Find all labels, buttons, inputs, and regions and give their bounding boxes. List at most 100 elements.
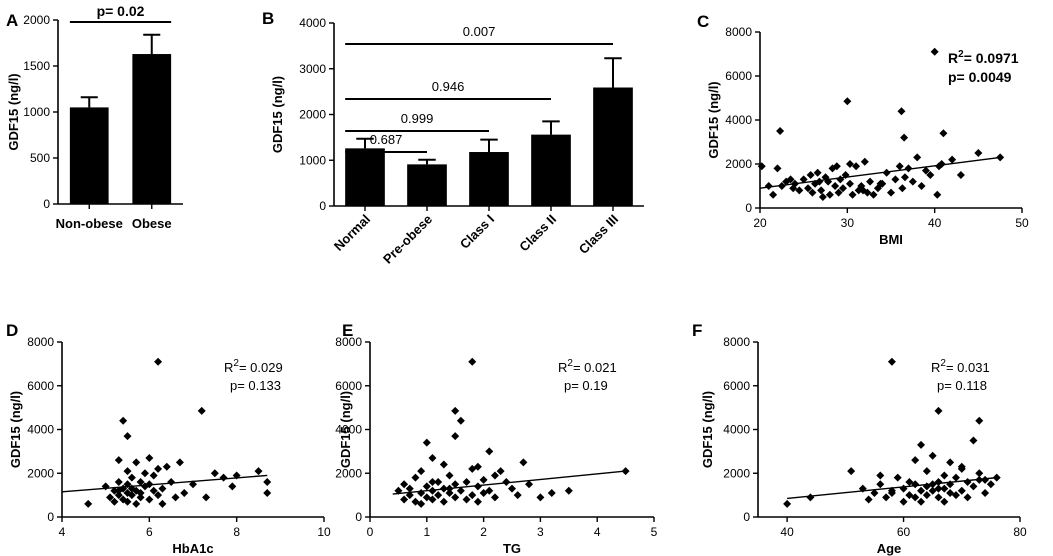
y-axis-title: GDF15 (ng/l) — [706, 81, 721, 158]
x-tick-label: 50 — [1015, 216, 1029, 230]
y-tick-label: 0 — [43, 197, 50, 211]
data-point — [858, 484, 867, 493]
data-point — [417, 488, 426, 497]
y-axis-title: GDF15 (ng/l) — [6, 73, 21, 150]
data-point — [445, 488, 454, 497]
data-point — [933, 190, 942, 199]
data-point — [806, 171, 815, 179]
data-point — [921, 166, 930, 175]
data-point — [934, 493, 943, 502]
data-point — [136, 493, 145, 502]
y-tick-label: 6000 — [725, 69, 752, 83]
data-point — [417, 467, 426, 476]
data-point — [808, 188, 817, 197]
data-point — [956, 171, 965, 179]
data-point — [806, 493, 815, 502]
x-axis-title: TG — [503, 541, 521, 556]
data-point — [975, 469, 984, 478]
y-tick-label: 8000 — [725, 25, 752, 39]
data-point — [911, 480, 920, 489]
data-point — [948, 155, 957, 164]
data-point — [263, 478, 272, 486]
data-point — [180, 488, 189, 497]
data-point — [123, 497, 132, 506]
data-point — [154, 491, 163, 500]
y-axis-title: GDF15 (ng/l) — [8, 391, 23, 468]
data-point — [132, 458, 141, 467]
data-point — [928, 486, 937, 495]
data-point — [900, 173, 909, 182]
data-point — [451, 480, 460, 489]
data-point — [832, 162, 841, 171]
data-point — [928, 451, 937, 460]
regression-line — [61, 474, 268, 493]
data-point — [799, 175, 808, 184]
data-point — [934, 406, 943, 415]
data-point — [934, 484, 943, 493]
x-axis-title: HbA1c — [172, 541, 213, 556]
data-point — [776, 127, 785, 135]
x-tick-label: 4 — [594, 525, 601, 539]
bar — [132, 54, 172, 204]
data-point — [904, 164, 913, 173]
data-point — [922, 467, 931, 476]
data-point — [917, 182, 926, 190]
data-point — [508, 484, 516, 493]
data-point — [876, 480, 885, 489]
data-point — [202, 493, 211, 502]
x-tick-label: 4 — [59, 525, 66, 539]
y-tick-label: 4000 — [725, 113, 752, 127]
data-point — [905, 491, 914, 500]
x-category-label: Class III — [576, 212, 621, 257]
data-point — [171, 493, 180, 502]
comparison-p-value: 0.999 — [401, 111, 434, 126]
panel-label: F — [692, 321, 702, 340]
x-tick-label: 8 — [233, 525, 240, 539]
data-point — [462, 495, 471, 504]
y-tick-label: 2000 — [335, 466, 362, 480]
x-category-label: Normal — [331, 212, 373, 254]
data-point — [866, 177, 875, 186]
y-tick-label: 6000 — [27, 379, 54, 393]
y-tick-label: 6000 — [723, 379, 750, 393]
data-point — [422, 482, 431, 491]
data-point — [795, 186, 804, 195]
y-tick-label: 1000 — [299, 153, 326, 167]
x-category-label: Non-obese — [56, 216, 123, 231]
x-tick-label: 10 — [317, 525, 331, 539]
data-point — [154, 357, 163, 366]
data-point — [922, 482, 931, 491]
data-point — [951, 473, 960, 482]
data-point — [986, 480, 995, 489]
superscript-two: 2 — [233, 358, 239, 369]
data-point — [127, 491, 136, 500]
data-point — [456, 486, 465, 495]
data-point — [525, 480, 534, 489]
data-point — [564, 486, 573, 495]
data-point — [485, 486, 494, 495]
r-squared-label: R2= 0.031 — [931, 358, 990, 375]
data-point — [434, 491, 443, 500]
x-axis-title: BMI — [879, 232, 903, 247]
chart-panel-E: E 0 2000 4000 6000 8000 GDF15 (ng/l) 0 1 2 3 4 5 TG R2… — [335, 321, 657, 556]
chart-panel-B: B 0 1000 2000 3000 4000 GDF15 (ng/l) Normal Pre-… — [262, 9, 644, 267]
y-tick-label: 4000 — [723, 423, 750, 437]
data-point — [439, 497, 448, 506]
data-point — [451, 432, 460, 441]
p-value-label: p= 0.19 — [564, 378, 608, 393]
x-tick-label: 30 — [841, 216, 855, 230]
data-point — [911, 493, 920, 502]
x-tick-label: 5 — [651, 525, 658, 539]
comparison-p-value: p= 0.02 — [97, 3, 145, 19]
r-squared-label: R2= 0.029 — [224, 358, 283, 375]
data-point — [473, 497, 482, 506]
data-point — [145, 495, 154, 504]
panel-label: D — [6, 321, 18, 340]
data-point — [167, 478, 176, 486]
y-tick-label: 8000 — [723, 335, 750, 349]
data-point — [957, 464, 966, 473]
data-point — [154, 464, 163, 473]
data-point — [757, 162, 766, 171]
data-point — [899, 497, 908, 506]
data-point — [939, 129, 948, 138]
